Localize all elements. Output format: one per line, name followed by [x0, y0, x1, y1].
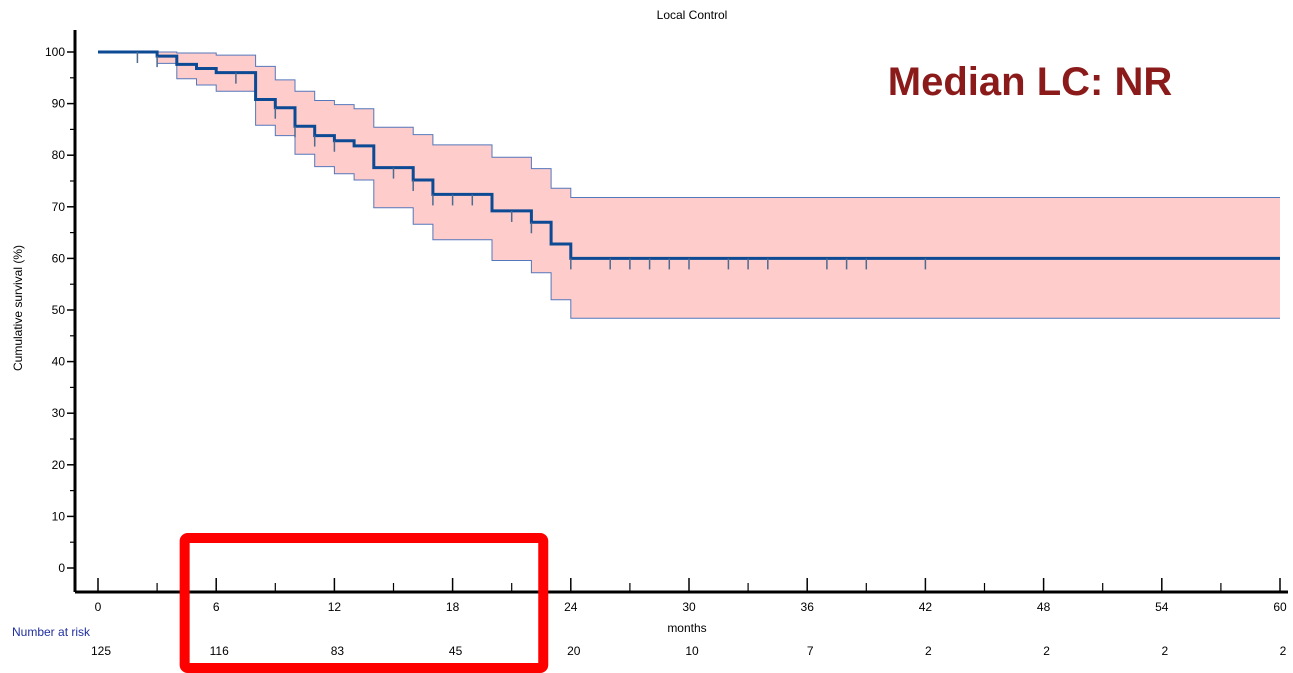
x-tick-label: 0 [95, 600, 102, 614]
x-tick-label: 6 [213, 600, 220, 614]
y-tick-label: 40 [52, 355, 66, 369]
risk-count: 7 [807, 644, 814, 658]
y-tick-label: 80 [52, 148, 66, 162]
y-axis-label: Cumulative survival (%) [11, 245, 25, 371]
risk-count: 20 [567, 644, 581, 658]
risk-count: 83 [331, 644, 345, 658]
y-tick-label: 30 [52, 406, 66, 420]
chart-title: Local Control [657, 8, 728, 22]
y-tick-label: 10 [52, 509, 66, 523]
x-tick-label: 24 [564, 600, 578, 614]
risk-label: Number at risk [12, 625, 91, 639]
x-tick-label: 60 [1273, 600, 1287, 614]
ci-lower-line [98, 51, 1280, 319]
y-tick-label: 0 [58, 561, 65, 575]
x-axis-label: months [667, 621, 706, 635]
x-tick-label: 12 [328, 600, 342, 614]
y-tick-label: 70 [52, 200, 66, 214]
risk-count: 45 [449, 644, 463, 658]
annotation-median: Median LC: NR [888, 60, 1173, 104]
y-tick-label: 20 [52, 458, 66, 472]
risk-count: 10 [685, 644, 699, 658]
y-tick-label: 100 [45, 45, 65, 59]
risk-count: 2 [925, 644, 932, 658]
risk-count: 125 [91, 644, 111, 658]
risk-count: 2 [1161, 644, 1168, 658]
risk-count: 116 [210, 644, 229, 658]
y-tick-label: 90 [52, 97, 66, 111]
ci-band [98, 52, 1280, 319]
x-tick-label: 18 [446, 600, 460, 614]
ci-upper-line [98, 51, 1280, 198]
x-tick-label: 54 [1155, 600, 1169, 614]
highlight-box [179, 533, 549, 673]
x-tick-label: 36 [801, 600, 815, 614]
y-tick-label: 50 [52, 303, 66, 317]
survival-curve [98, 50, 1280, 260]
x-tick-label: 48 [1037, 600, 1051, 614]
x-tick-label: 30 [682, 600, 696, 614]
y-tick-label: 60 [52, 251, 66, 265]
risk-count: 2 [1280, 644, 1287, 658]
x-tick-label: 42 [919, 600, 933, 614]
risk-count: 2 [1043, 644, 1050, 658]
